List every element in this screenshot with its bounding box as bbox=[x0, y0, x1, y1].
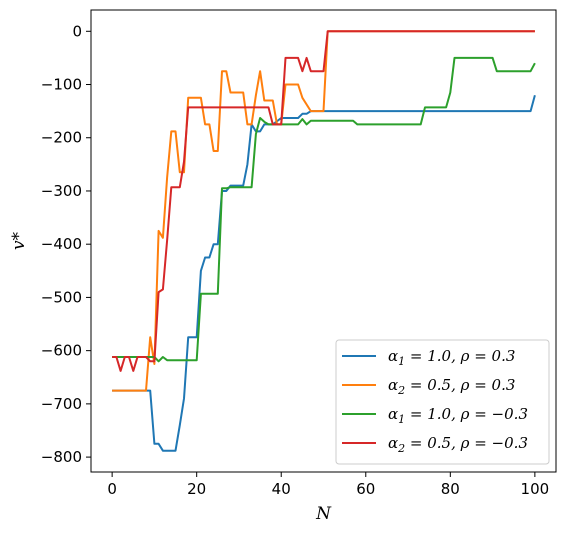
x-tick-label: 20 bbox=[187, 480, 206, 498]
x-axis-label: N bbox=[315, 504, 332, 524]
x-tick-label: 100 bbox=[521, 480, 550, 498]
x-axis: 0 20 40 60 80 100 bbox=[107, 472, 549, 498]
y-tick-label: −300 bbox=[41, 182, 82, 200]
y-axis: 0 −100 −200 −300 −400 −500 −600 −700 −800 bbox=[41, 22, 91, 466]
x-tick-label: 80 bbox=[441, 480, 460, 498]
y-tick-label: −400 bbox=[41, 235, 82, 253]
y-tick-label: −700 bbox=[41, 395, 82, 413]
series-layer bbox=[112, 30, 536, 452]
plot-frame bbox=[90, 9, 557, 473]
y-tick-label: 0 bbox=[72, 22, 82, 40]
legend-entry-2: α2 = 0.5, ρ = 0.3 bbox=[388, 376, 515, 397]
legend-entry-4: α2 = 0.5, ρ = −0.3 bbox=[388, 434, 528, 455]
y-tick-label: −100 bbox=[41, 76, 82, 94]
y-tick-label: −500 bbox=[41, 288, 82, 306]
legend-entry-3: α1 = 1.0, ρ = −0.3 bbox=[388, 405, 528, 426]
legend: α1 = 1.0, ρ = 0.3 α2 = 0.5, ρ = 0.3 α1 = 1… bbox=[335, 339, 550, 465]
x-tick-label: 0 bbox=[107, 480, 117, 498]
x-tick-label: 60 bbox=[356, 480, 375, 498]
legend-entry-1: α1 = 1.0, ρ = 0.3 bbox=[388, 347, 515, 368]
series-line-2 bbox=[112, 30, 535, 392]
x-tick-label: 40 bbox=[272, 480, 291, 498]
legend-box bbox=[335, 339, 550, 465]
y-tick-label: −800 bbox=[41, 448, 82, 466]
y-tick-label: −200 bbox=[41, 129, 82, 147]
y-tick-label: −600 bbox=[41, 342, 82, 360]
y-axis-label: v* bbox=[9, 231, 29, 250]
series-line-4 bbox=[112, 30, 535, 372]
series-line-3 bbox=[112, 56, 536, 363]
series-line-1 bbox=[112, 94, 536, 452]
